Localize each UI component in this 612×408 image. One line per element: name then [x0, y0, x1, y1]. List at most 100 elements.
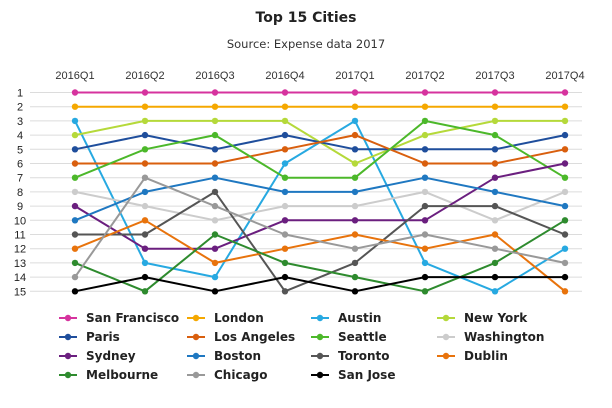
legend-swatch-marker: [64, 371, 72, 379]
data-point: [71, 202, 79, 210]
data-point: [561, 259, 569, 267]
legend-item[interactable]: Seattle: [311, 330, 387, 344]
x-tick-label: 2017Q1: [335, 70, 374, 82]
data-point: [281, 217, 289, 224]
data-point: [561, 188, 569, 196]
chart-subtitle: Source: Expense data 2017: [227, 37, 385, 51]
legend-swatch-marker: [64, 314, 72, 322]
data-point: [71, 89, 79, 96]
legend-item[interactable]: New York: [437, 311, 528, 325]
data-point: [491, 174, 499, 181]
data-point: [561, 202, 569, 210]
series: [71, 117, 569, 181]
data-point: [141, 259, 149, 267]
data-point: [141, 273, 149, 281]
y-tick-label: 2: [17, 102, 23, 114]
data-point: [421, 89, 429, 96]
y-tick-label: 12: [14, 244, 26, 256]
data-point: [281, 202, 289, 210]
data-point: [211, 231, 219, 238]
data-point: [141, 231, 149, 238]
series: [71, 273, 569, 295]
legend-item[interactable]: Austin: [311, 311, 381, 325]
series-line: [74, 176, 566, 222]
data-point: [351, 174, 359, 181]
data-point: [141, 146, 149, 153]
legend-item[interactable]: Chicago: [187, 368, 268, 382]
series: [71, 188, 569, 224]
data-point: [491, 259, 499, 267]
series-line: [74, 176, 566, 278]
data-point: [491, 273, 499, 281]
data-point: [141, 160, 149, 167]
legend-item[interactable]: London: [187, 311, 264, 325]
data-point: [421, 259, 429, 267]
data-point: [351, 273, 359, 281]
data-point: [71, 231, 79, 238]
legend-item[interactable]: Boston: [187, 349, 261, 363]
data-point: [71, 174, 79, 181]
data-point: [421, 117, 429, 125]
data-point: [211, 117, 219, 125]
y-tick-label: 6: [17, 159, 23, 171]
data-point: [421, 231, 429, 238]
series-line: [74, 190, 566, 222]
legend-swatch-marker: [316, 371, 324, 379]
data-point: [421, 245, 429, 252]
y-tick-label: 10: [14, 215, 26, 227]
data-point: [351, 288, 359, 295]
x-tick-label: 2017Q4: [545, 70, 584, 82]
data-point: [211, 89, 219, 96]
data-point: [141, 103, 149, 110]
legend-item[interactable]: San Jose: [311, 368, 395, 382]
data-point: [561, 131, 569, 139]
data-point: [141, 188, 149, 196]
legend-label: Chicago: [214, 368, 268, 382]
legend-item[interactable]: Toronto: [311, 349, 390, 363]
legend-item[interactable]: Los Angeles: [187, 330, 295, 344]
data-point: [351, 103, 359, 110]
legend-item[interactable]: Sydney: [59, 349, 136, 363]
legend-item[interactable]: Paris: [59, 330, 120, 344]
data-point: [71, 131, 79, 139]
data-point: [281, 288, 289, 295]
legend-swatch-marker: [192, 333, 200, 341]
legend-item[interactable]: San Francisco: [59, 311, 179, 325]
x-axis-ticks: 2016Q1 2016Q2 2016Q3 2016Q4 2017Q1 2017Q2 2017…: [55, 70, 584, 82]
series: [71, 217, 569, 295]
data-point: [71, 146, 79, 153]
data-point: [491, 117, 499, 125]
series: [71, 174, 569, 281]
series-line: [74, 119, 566, 179]
data-point: [71, 103, 79, 110]
legend-swatch-marker: [442, 333, 450, 341]
y-tick-label: 7: [17, 173, 23, 185]
data-point: [141, 245, 149, 252]
data-point: [561, 89, 569, 96]
series-line: [75, 134, 566, 165]
data-point: [211, 273, 219, 281]
y-tick-label: 9: [17, 201, 23, 213]
y-tick-label: 8: [17, 187, 23, 199]
series-lines: [71, 89, 569, 295]
data-point: [211, 217, 219, 224]
legend-label: Melbourne: [86, 368, 158, 382]
legend-item[interactable]: Melbourne: [59, 368, 158, 382]
legend-item[interactable]: Washington: [437, 330, 544, 344]
data-point: [211, 146, 219, 153]
x-tick-label: 2016Q3: [195, 70, 234, 82]
data-point: [421, 146, 429, 153]
data-point: [351, 146, 359, 153]
legend-label: San Jose: [338, 368, 395, 382]
data-point: [351, 231, 359, 238]
data-point: [281, 160, 289, 167]
legend-item[interactable]: Dublin: [437, 349, 508, 363]
data-point: [71, 273, 79, 281]
legend-swatch-marker: [442, 352, 450, 360]
data-point: [71, 245, 79, 252]
legend-label: Austin: [338, 311, 381, 325]
series: [71, 103, 569, 110]
legend-swatch-marker: [442, 314, 450, 322]
chart-title: Top 15 Cities: [256, 10, 357, 26]
y-tick-label: 15: [14, 286, 26, 298]
